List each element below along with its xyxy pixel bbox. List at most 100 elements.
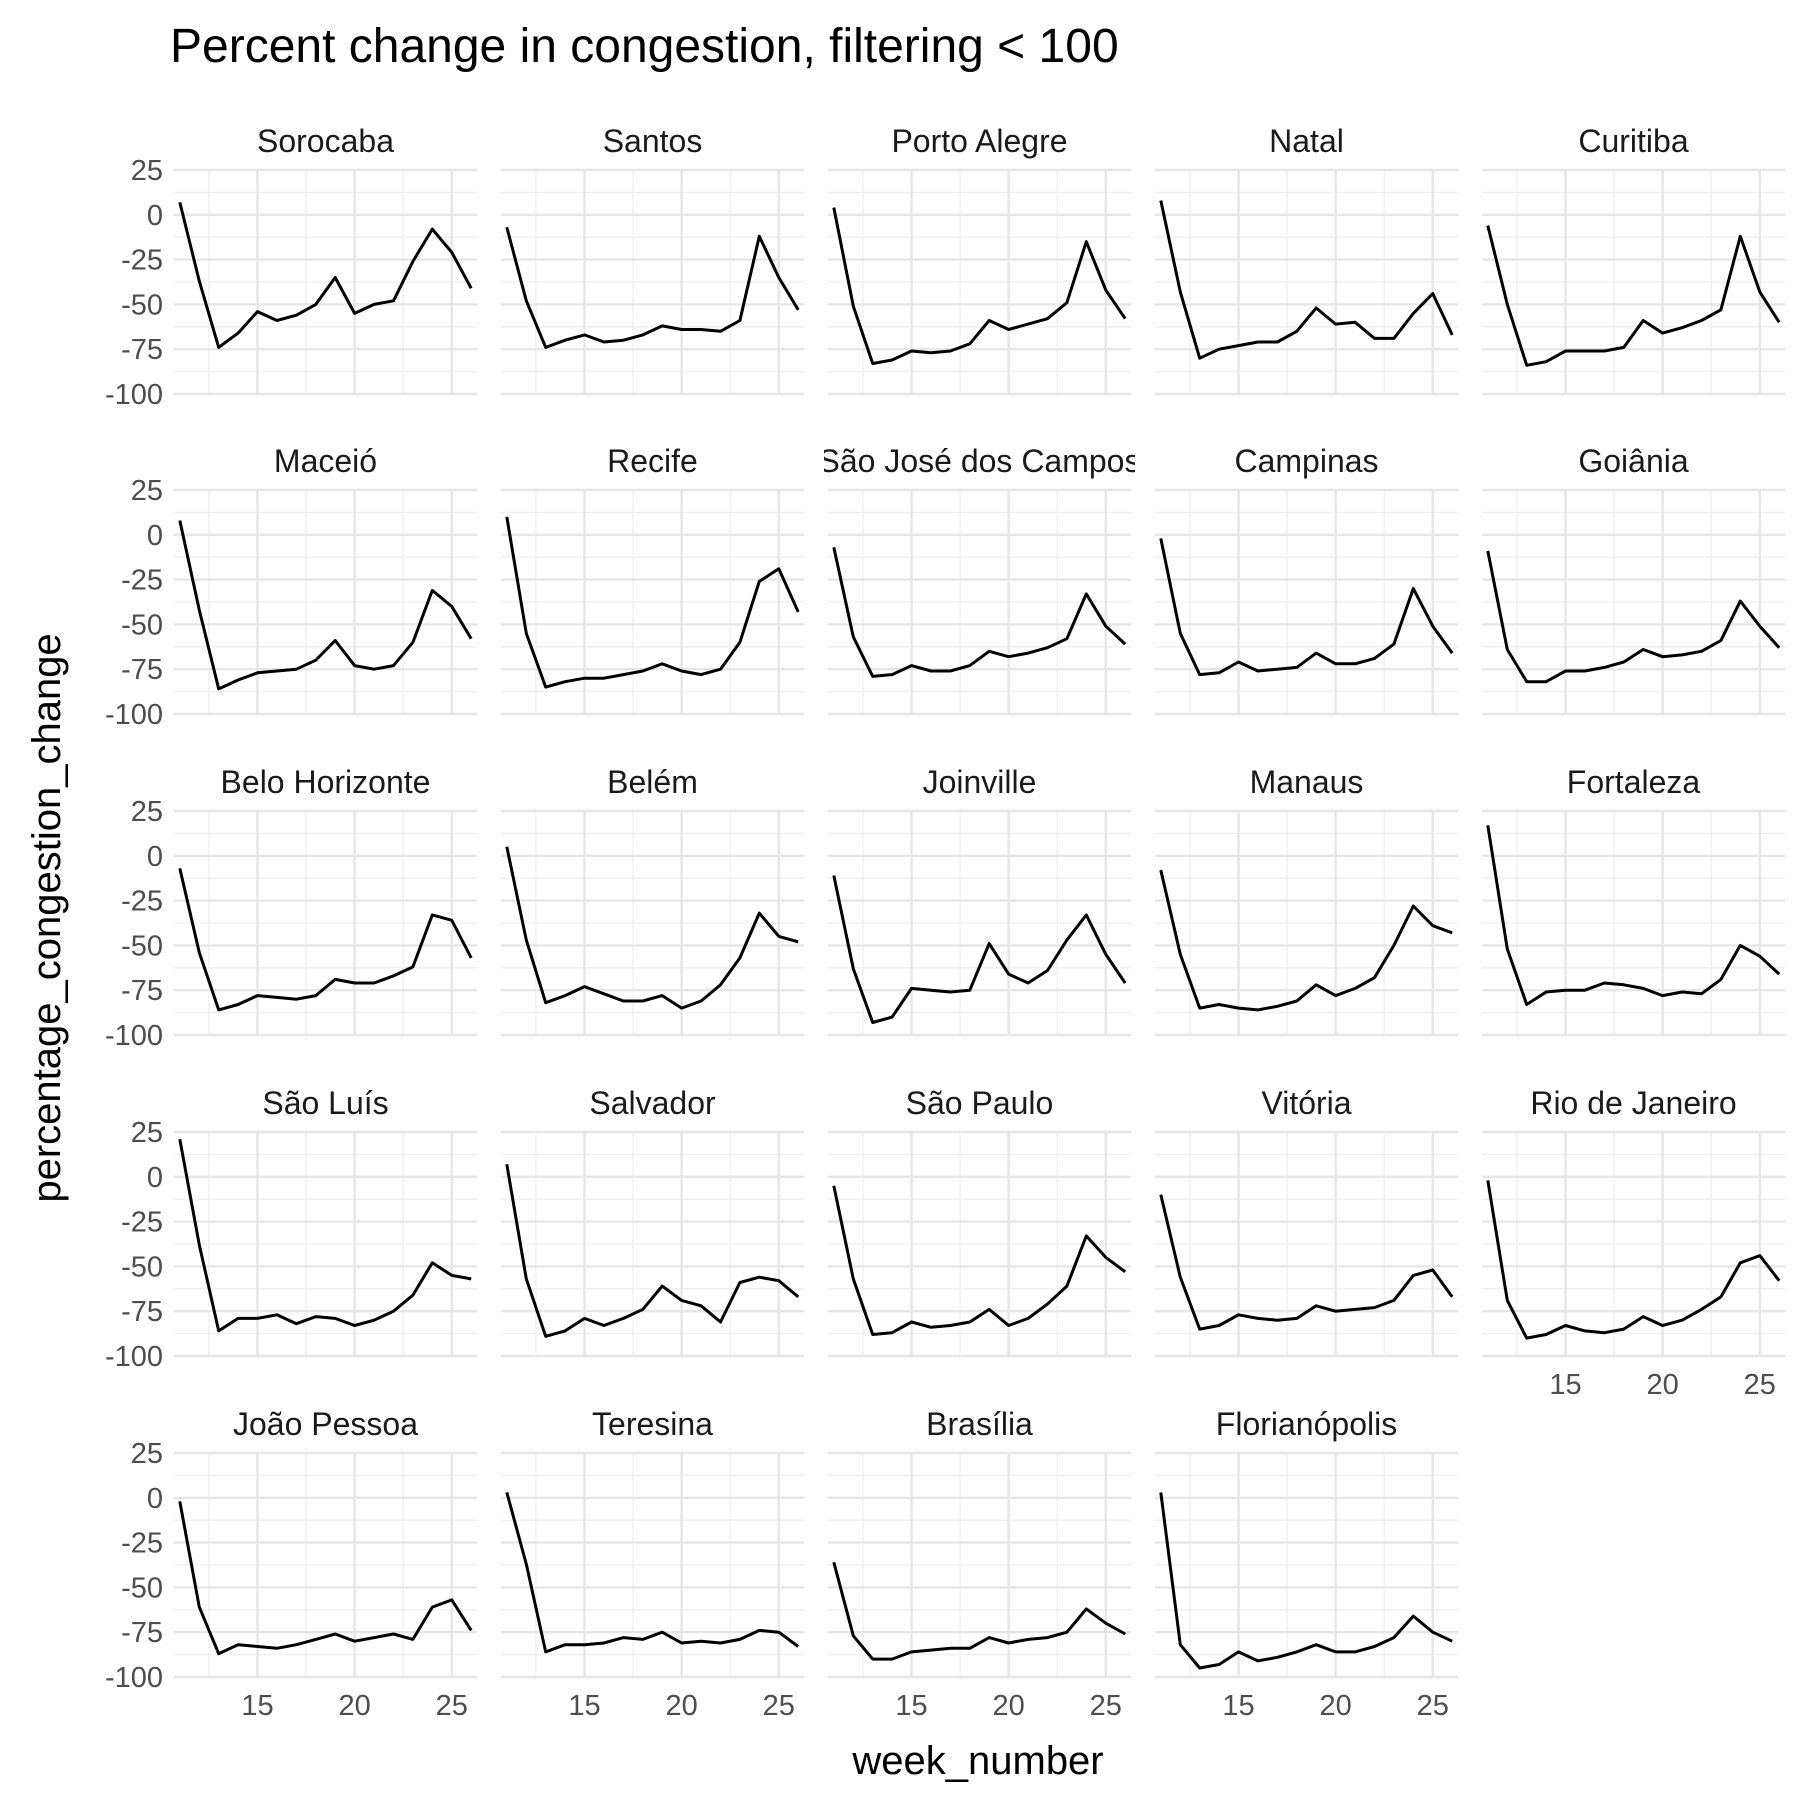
strip-label-santos: Santos [603,123,703,159]
y-tick-label: -50 [121,289,163,321]
y-tick-label: 25 [131,475,163,507]
y-tick-label: -25 [121,886,163,918]
strip-label-sorocaba: Sorocaba [257,123,394,159]
panel-goiania: Goiânia [1482,443,1785,716]
panel-santos: Santos [501,123,804,396]
y-tick-label: -25 [121,565,163,597]
series-line-manaus [1159,869,1453,1012]
series-line-campinas [1159,538,1454,677]
x-tick-label: 15 [1549,1369,1581,1401]
y-tick-label: 25 [131,796,163,828]
strip-label-belem: Belém [607,764,698,800]
panel-rio-de-janeiro: Rio de Janeiro 15 20 25 [1482,1085,1785,1401]
series-line-fortaleza [1486,825,1781,1006]
y-axis-title: percentage_congestion_change [25,633,69,1202]
y-tick-label: -100 [105,1020,163,1052]
series-line-recife [505,516,800,689]
strip-label-campinas: Campinas [1234,443,1378,479]
strip-label-sao-paulo: São Paulo [906,1085,1054,1121]
series-line-salvador [505,1164,800,1338]
series-line-rio-de-janeiro [1486,1180,1781,1340]
strip-label-joinville: Joinville [923,764,1037,800]
panel-florianopolis: Florianópolis 15 20 25 [1155,1406,1458,1722]
y-tick-label: 0 [147,520,163,552]
y-tick-label: -50 [121,1572,163,1604]
panel-sao-paulo: São Paulo [828,1085,1131,1358]
strip-label-manaus: Manaus [1250,764,1364,800]
strip-label-florianopolis: Florianópolis [1216,1406,1397,1442]
strip-label-vitoria: Vitória [1261,1085,1351,1121]
x-tick-label: 20 [339,1690,371,1722]
series-line-belo-horizonte [178,867,473,1012]
x-tick-label: 25 [436,1690,468,1722]
panel-sao-jose-dos-campos: São José dos Campos [819,443,1141,716]
chart-title: Percent change in congestion, filtering … [170,20,1119,73]
panel-belo-horizonte: Belo Horizonte 25 0 -25 -50 -75 -100 [105,764,477,1052]
series-line-joao-pessoa [178,1501,473,1656]
strip-label-teresina: Teresina [592,1406,713,1442]
y-tick-label: -75 [121,654,163,686]
strip-label-natal: Natal [1269,123,1344,159]
facet-panels: Sorocaba 25 0 -25 -50 -75 -100 Santos Porto Aleg… [105,123,1785,1722]
y-tick-label: -25 [121,1207,163,1239]
strip-label-curitiba: Curitiba [1578,123,1688,159]
x-tick-label: 20 [993,1690,1025,1722]
panel-porto-alegre: Porto Alegre [828,123,1131,396]
y-tick-label: -100 [105,1662,163,1694]
strip-label-joao-pessoa: João Pessoa [233,1406,418,1442]
y-tick-label: -100 [105,1341,163,1373]
series-line-curitiba [1486,225,1781,367]
series-line-porto-alegre [832,207,1127,365]
panel-vitoria: Vitória [1155,1085,1458,1358]
strip-label-sao-jose-dos-campos: São José dos Campos [819,443,1141,479]
y-tick-label: 0 [147,1483,163,1515]
panel-sao-luis: São Luís 25 0 -25 -50 -75 -100 [105,1085,477,1373]
strip-label-brasilia: Brasília [926,1406,1033,1442]
series-line-natal [1159,200,1454,360]
panel-recife: Recife [501,443,804,716]
strip-label-rio-de-janeiro: Rio de Janeiro [1530,1085,1736,1121]
y-tick-label: -75 [121,1617,163,1649]
y-tick-label: -50 [121,930,163,962]
panel-belem: Belém [501,764,804,1037]
panel-maceio: Maceió 25 0 -25 -50 -75 -100 [105,443,477,731]
x-tick-label: 15 [568,1690,600,1722]
strip-label-fortaleza: Fortaleza [1567,764,1701,800]
strip-label-belo-horizonte: Belo Horizonte [221,764,431,800]
panel-joinville: Joinville [828,764,1131,1037]
series-line-maceio [178,520,473,691]
x-tick-label: 15 [1222,1690,1254,1722]
x-tick-label: 25 [1090,1690,1122,1722]
y-tick-label: -50 [121,1251,163,1283]
y-tick-label: 0 [147,200,163,232]
panel-sorocaba: Sorocaba 25 0 -25 -50 -75 -100 [105,123,477,411]
y-tick-label: 25 [131,155,163,187]
x-tick-label: 20 [666,1690,698,1722]
series-line-sao-luis [178,1138,472,1333]
panel-salvador: Salvador [501,1085,804,1358]
x-tick-label: 25 [1417,1690,1449,1722]
series-line-teresina [505,1492,800,1654]
panel-teresina: Teresina 15 20 25 [501,1406,804,1722]
y-tick-label: -75 [121,1296,163,1328]
x-tick-label: 25 [1744,1369,1776,1401]
series-line-santos [505,226,800,349]
y-tick-label: -75 [121,334,163,366]
strip-label-porto-alegre: Porto Alegre [891,123,1067,159]
panel-manaus: Manaus [1155,764,1458,1037]
strip-label-recife: Recife [607,443,698,479]
strip-label-salvador: Salvador [589,1085,716,1121]
panel-campinas: Campinas [1155,443,1458,716]
strip-label-sao-luis: São Luís [262,1085,388,1121]
series-line-sorocaba [178,201,473,349]
y-tick-label: 0 [147,1162,163,1194]
series-line-joinville [832,875,1127,1024]
panel-brasilia: Brasília 15 20 25 [828,1406,1131,1722]
x-axis-title: week_number [851,1739,1103,1783]
panel-joao-pessoa: João Pessoa 25 0 -25 -50 -75 -100 15 20 25 [105,1406,477,1722]
y-tick-label: 25 [131,1117,163,1149]
series-line-vitoria [1159,1194,1454,1331]
series-line-sao-paulo [832,1185,1127,1336]
x-tick-label: 20 [1647,1369,1679,1401]
y-tick-label: 25 [131,1438,163,1470]
